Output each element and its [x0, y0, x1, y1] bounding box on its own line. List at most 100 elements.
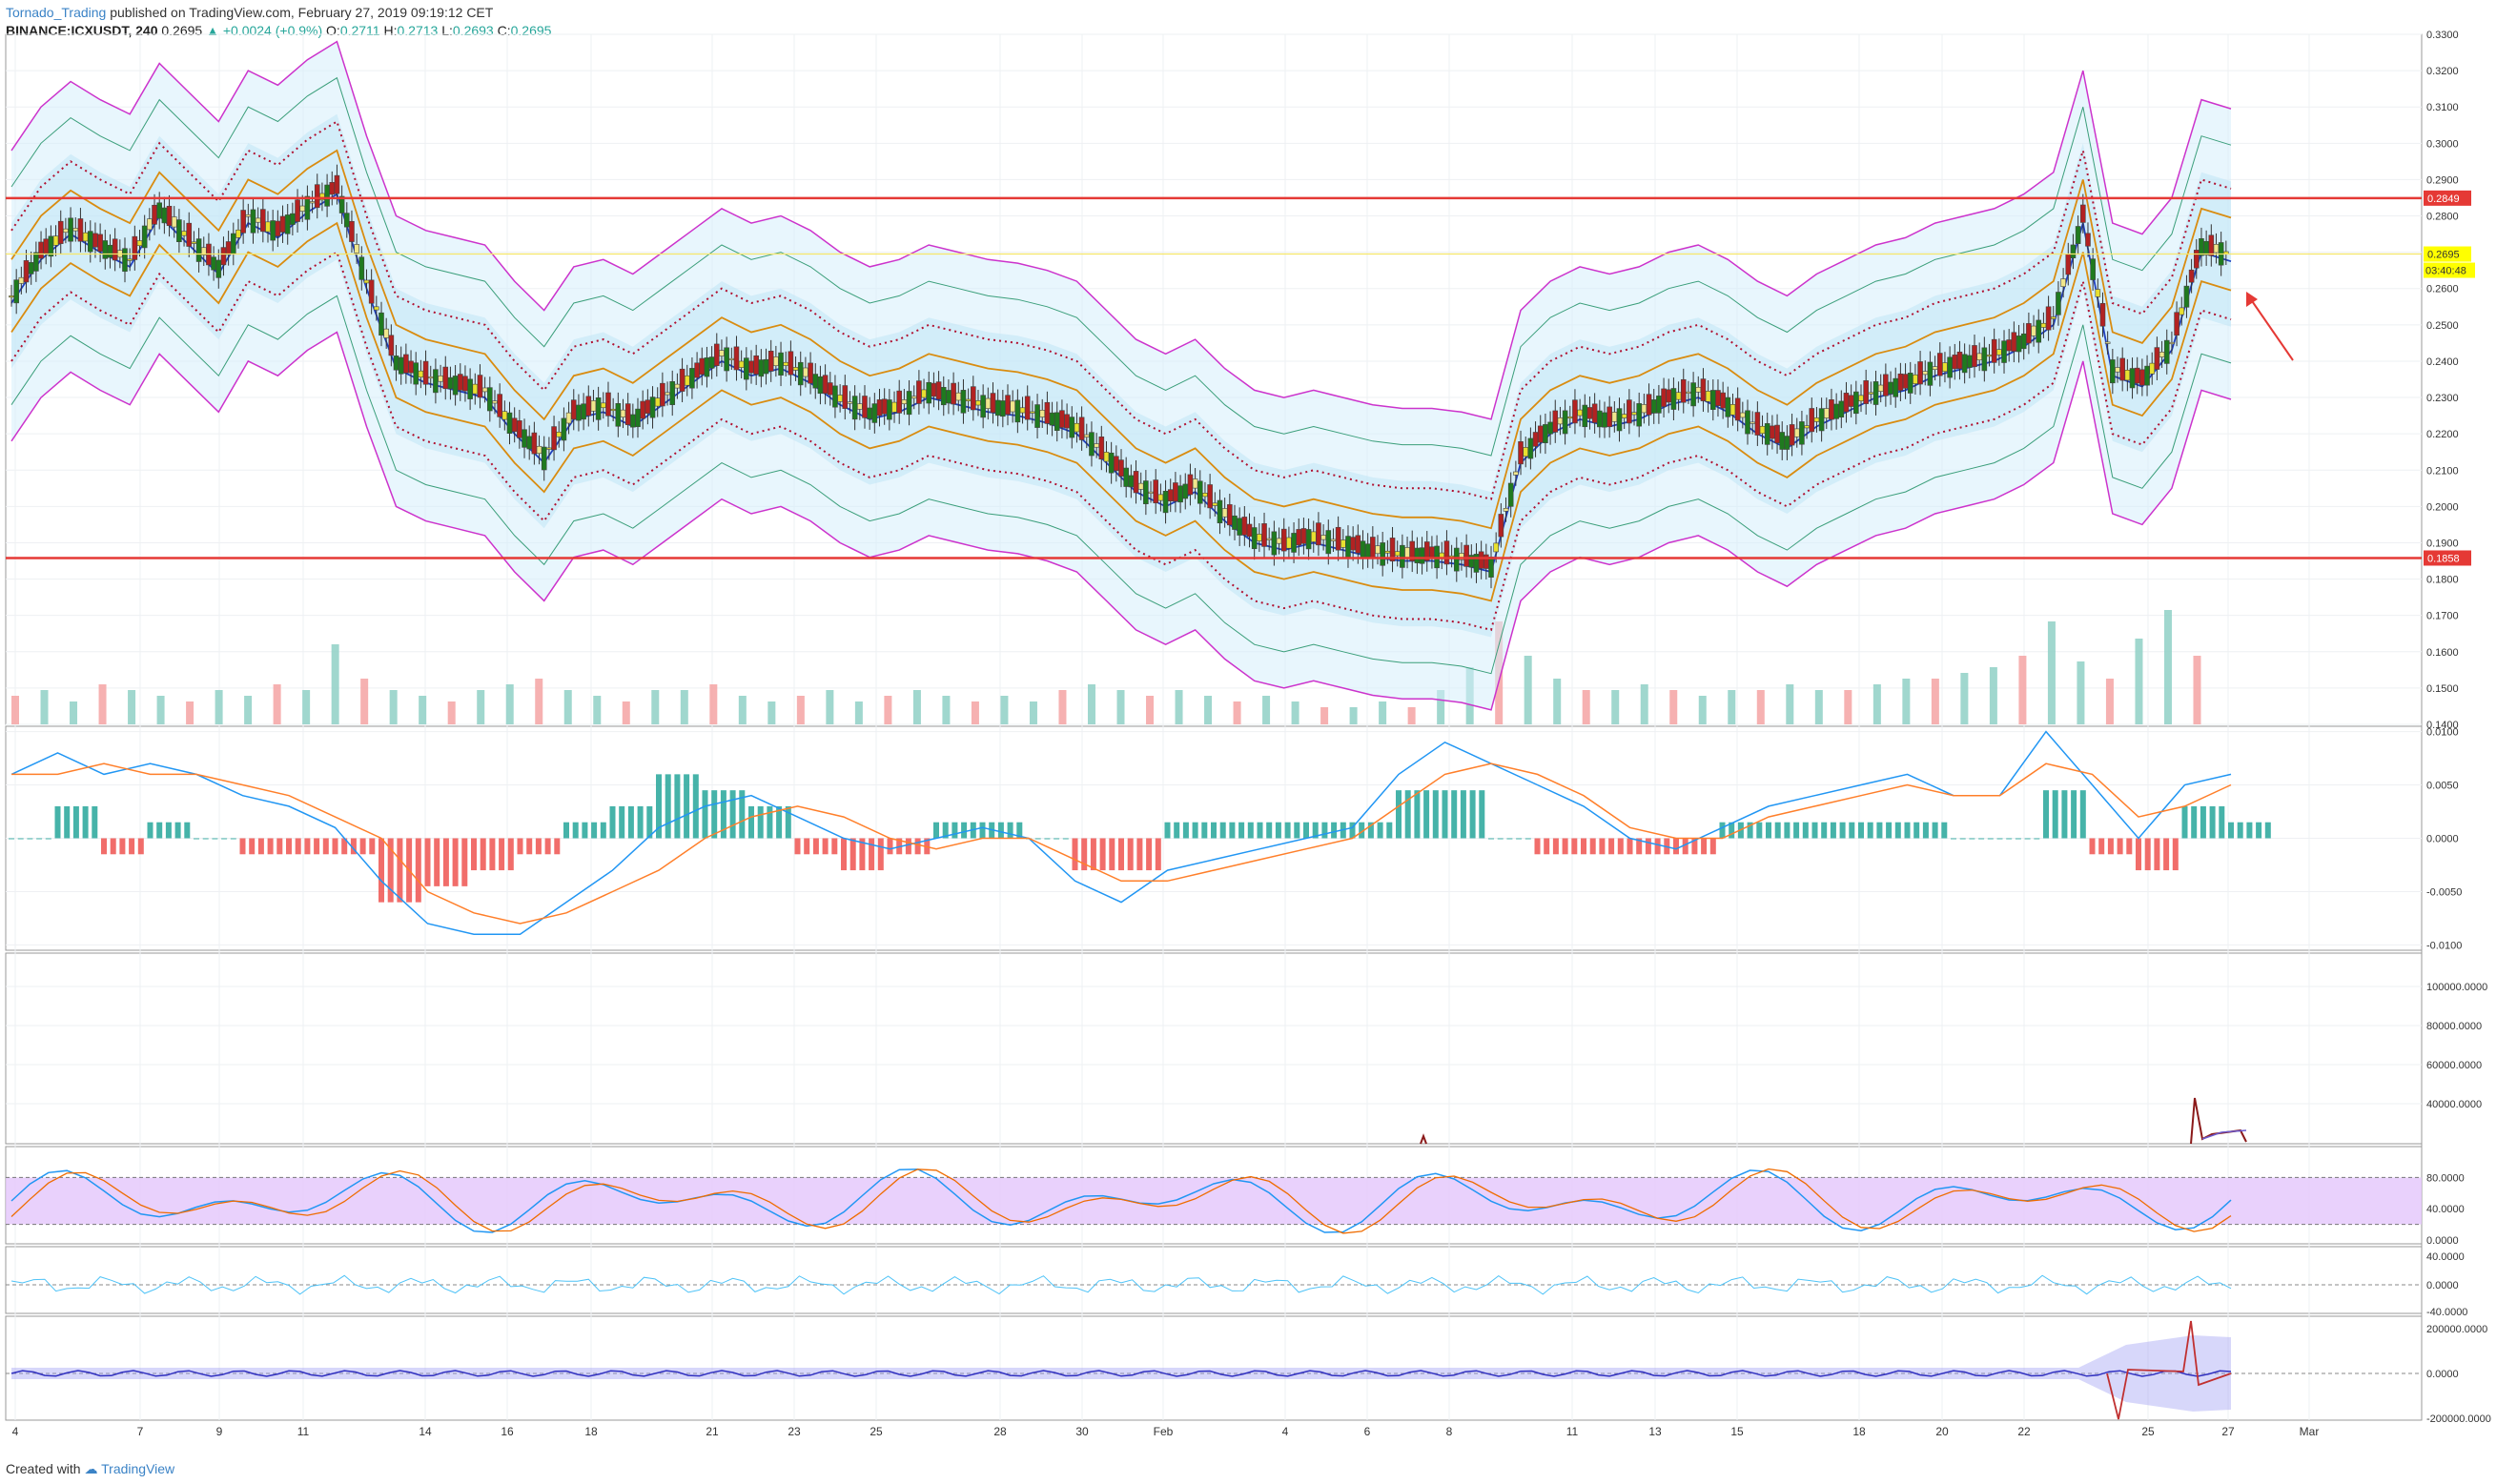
volume-bar [1204, 696, 1213, 724]
candle-body [595, 397, 602, 420]
macd-histogram-bar [997, 822, 1004, 839]
volume-bar [360, 679, 369, 724]
candle-body [102, 240, 109, 259]
macd-line [10, 730, 2232, 935]
candle-body [1300, 528, 1307, 544]
candle-body [851, 396, 858, 420]
candle-body [2193, 250, 2200, 269]
candle-body [358, 256, 365, 280]
candle-body [1207, 484, 1213, 509]
candle-body [517, 420, 522, 438]
author-link[interactable]: Tornado_Trading [6, 5, 107, 20]
macd-histogram-bar [2163, 838, 2170, 871]
candle-body [492, 400, 498, 404]
price-tick-label: 0.1400 [2426, 720, 2459, 731]
candle-body [1740, 412, 1746, 418]
candle-body [2163, 339, 2170, 364]
macd-histogram-bar [2200, 805, 2206, 839]
candle-body [1257, 534, 1262, 541]
price-tick-label: 0.1600 [2426, 647, 2459, 659]
candle-body [260, 209, 266, 233]
candle-body [1695, 387, 1702, 393]
macd-histogram-bar [1266, 822, 1273, 839]
volume-bar [331, 644, 339, 724]
macd-histogram-bar [1608, 838, 1615, 855]
macd-histogram-bar [276, 838, 283, 855]
candle-body [1325, 530, 1332, 555]
last-price-label: 0.2695 [2427, 250, 2460, 261]
macd-histogram-bar [535, 838, 542, 855]
macd-histogram-bar [1682, 838, 1688, 855]
macd-histogram-bar [1090, 838, 1096, 871]
candle-body [1936, 353, 1943, 376]
resistance-label: 0.2849 [2427, 193, 2460, 205]
volume-bar [1553, 679, 1562, 724]
candle-body [1789, 424, 1795, 446]
candle-body [270, 220, 276, 241]
candle-body [758, 359, 765, 377]
candle-body [1148, 491, 1154, 494]
macd-histogram-bar [933, 822, 939, 839]
candle-body [649, 396, 656, 418]
osc-tick-label: 100000.0000 [2426, 982, 2487, 993]
macd-histogram-bar [1516, 838, 1523, 840]
candle-body [225, 241, 232, 255]
candle-body [1956, 351, 1963, 370]
price-tick-label: 0.1900 [2426, 538, 2459, 549]
macd-histogram-bar [1081, 838, 1088, 871]
candle-body [299, 205, 306, 212]
macd-histogram-bar [2117, 838, 2123, 855]
macd-histogram-bar [887, 838, 893, 855]
price-tick-label: 0.2000 [2426, 501, 2459, 513]
macd-histogram-bar [295, 838, 301, 855]
candle-body [211, 256, 216, 271]
macd-histogram-bar [627, 805, 634, 839]
candle-body [9, 295, 14, 298]
macd-histogram-bar [1913, 822, 1920, 839]
macd-histogram-bar [1404, 790, 1411, 839]
candle-body [1484, 554, 1489, 569]
price-tick-label: 0.2400 [2426, 356, 2459, 368]
candle-body [1355, 535, 1361, 554]
macd-histogram-bar [776, 805, 783, 839]
candle-body [1384, 550, 1391, 554]
candle-body [1527, 437, 1534, 459]
macd-histogram-bar [2079, 790, 2086, 839]
candle-body [2075, 226, 2081, 244]
macd-histogram-bar [1386, 822, 1393, 839]
candle-body [1389, 538, 1396, 562]
volume-bar [2047, 621, 2056, 724]
macd-histogram-bar [1876, 822, 1883, 839]
macd-histogram-bar [905, 838, 911, 855]
candle-body [2179, 307, 2185, 315]
candle-body [52, 235, 59, 246]
candle-body [147, 218, 153, 231]
volume-bar [505, 684, 514, 724]
candle-body [719, 350, 725, 356]
volume-bar [1611, 690, 1620, 724]
macd-histogram-bar [2089, 838, 2096, 855]
macd-histogram-bar [572, 822, 579, 839]
macd-histogram-bar [1581, 838, 1586, 855]
macd-histogram-bar [2024, 838, 2031, 840]
candle-body [1562, 410, 1568, 435]
candle-body [487, 387, 493, 412]
tradingview-brand[interactable]: TradingView [101, 1461, 175, 1476]
candle-body [1774, 424, 1780, 443]
candle-body [1380, 542, 1385, 566]
price-tick-label: 0.3200 [2426, 66, 2459, 77]
candle-body [1330, 539, 1337, 541]
candle-body [1280, 528, 1287, 552]
macd-histogram-bar [2144, 838, 2151, 871]
volume-bar [796, 696, 805, 724]
stoch-d-line [10, 1168, 2232, 1234]
candle-body [477, 375, 483, 398]
candle-body [704, 357, 710, 377]
candle-body [1197, 480, 1203, 504]
candle-body [1606, 406, 1612, 428]
macd-histogram-bar [1867, 822, 1873, 839]
candle-body [585, 396, 592, 417]
candle-body [38, 241, 44, 259]
ohlc-low-label: L: [441, 23, 453, 38]
